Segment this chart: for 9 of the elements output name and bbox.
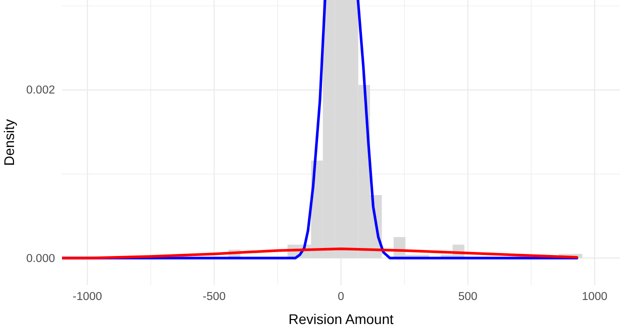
x-tick-label: 500	[458, 291, 478, 304]
x-tick-label: 0	[338, 291, 344, 304]
x-tick-label: -500	[202, 291, 226, 304]
x-tick-label: 1000	[582, 291, 608, 304]
x-tick-label: -1000	[72, 291, 102, 304]
y-tick-label: 0.002	[26, 84, 55, 97]
y-tick-label: 0.000	[26, 252, 55, 265]
x-axis-title: Revision Amount	[288, 311, 394, 327]
y-axis-title: Density	[1, 119, 17, 166]
